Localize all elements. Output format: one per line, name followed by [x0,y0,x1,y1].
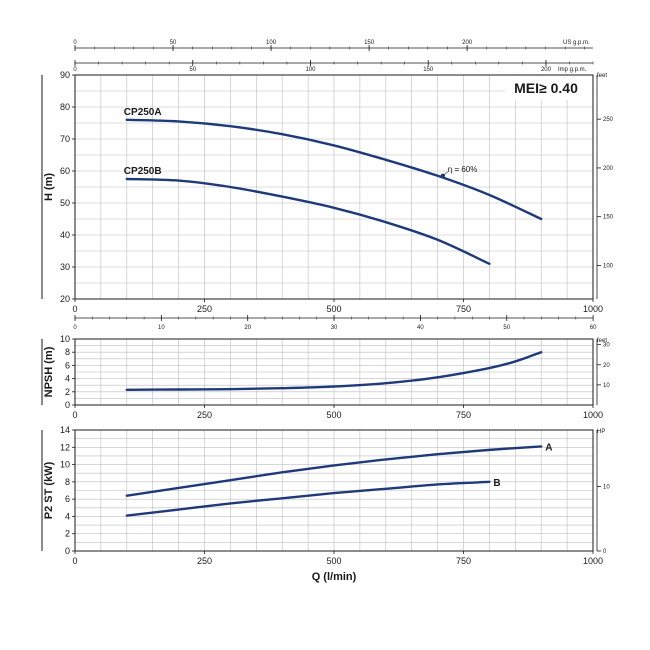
top-tick-label: 0 [73,325,77,331]
y-axis-label: NPSH (m) [43,346,55,397]
y-tick-label: 6 [65,494,70,504]
right-axis-unit: HP [597,429,605,435]
y-tick-label: 90 [60,70,70,80]
x-tick-label: 500 [326,304,341,314]
series-label: A [545,442,552,453]
series-line-B [125,480,491,517]
right-tick-label: 0 [603,549,607,555]
x-tick-label: 1000 [583,556,603,566]
y-axis-label: P2 ST (kW) [43,461,55,519]
panel-power: 0 2 4 6 8 10 12 14 0 250 500 750 1000 P2 ST (kW) HP 0 10… [41,425,610,583]
x-tick-label: 0 [72,556,77,566]
series-label: CP250A [124,107,162,118]
right-tick-label: 30 [603,343,610,349]
x-tick-label: 0 [72,410,77,420]
top-tick-label: 50 [189,67,196,73]
top-tick-label: 0 [73,40,77,46]
y-tick-label: 2 [65,529,70,539]
y-tick-label: 14 [60,425,70,435]
x-tick-label: 500 [326,556,341,566]
right-tick-label: 200 [603,166,614,172]
x-tick-label: 1000 [583,410,603,420]
y-tick-label: 4 [65,511,70,521]
top-tick-label: 200 [462,40,473,46]
efficiency-annotation: η = 60% [448,165,478,174]
y-tick-label: 4 [65,374,70,384]
y-tick-label: 40 [60,230,70,240]
x-tick-label: 750 [456,304,471,314]
y-tick-label: 70 [60,134,70,144]
top-tick-label: 50 [503,325,510,331]
top-tick-label: 60 [590,325,597,331]
top-tick-label: 10 [158,325,165,331]
y-tick-label: 10 [60,334,70,344]
top-tick-label: 150 [364,40,375,46]
right-axis-unit: feet [597,338,607,344]
top-tick-label: 50 [170,40,177,46]
y-tick-label: 6 [65,360,70,370]
top-axis-unit: US g.p.m. [563,40,590,46]
y-tick-label: 10 [60,460,70,470]
y-tick-label: 8 [65,477,70,487]
y-tick-label: 60 [60,166,70,176]
y-tick-label: 0 [65,546,70,556]
series-line-A [125,445,543,497]
top-tick-label: 200 [541,67,552,73]
y-tick-label: 20 [60,294,70,304]
right-tick-label: 20 [603,363,610,369]
right-tick-label: 10 [603,485,610,491]
y-tick-label: 50 [60,198,70,208]
series-label: B [493,478,500,489]
mei-badge: MEI≥ 0.40 [514,80,578,96]
top-tick-label: 20 [244,325,251,331]
top-tick-label: 0 [73,67,77,73]
right-tick-label: 100 [603,263,614,269]
series-line-CP250B [125,177,491,265]
series-line-CP250A [125,118,543,221]
mei-badge-bg [505,76,592,100]
top-tick-label: 100 [266,40,277,46]
y-tick-label: 8 [65,347,70,357]
top-tick-label: 100 [305,67,316,73]
right-tick-label: 250 [603,117,614,123]
x-tick-label: 250 [197,410,212,420]
right-tick-label: 150 [603,215,614,221]
top-tick-label: 30 [331,325,338,331]
series-label: CP250B [124,166,162,177]
x-tick-label: 500 [326,410,341,420]
x-tick-label: 1000 [583,304,603,314]
y-tick-label: 80 [60,102,70,112]
top-axis-unit: Imp g.p.m. [558,67,587,73]
x-tick-label: 250 [197,556,212,566]
y-tick-label: 0 [65,400,70,410]
y-axis-label: H (m) [43,173,55,201]
x-tick-label: 0 [72,304,77,314]
x-tick-label: 250 [197,304,212,314]
top-tick-label: 40 [417,325,424,331]
annotation-leader [442,171,448,177]
x-axis-title: Q (l/min) [312,571,357,583]
top-tick-label: 150 [423,67,434,73]
right-tick-label: 10 [603,383,610,389]
y-tick-label: 30 [60,262,70,272]
series-line-npsh [125,351,543,392]
y-tick-label: 2 [65,387,70,397]
y-tick-label: 12 [60,442,70,452]
x-tick-label: 750 [456,410,471,420]
x-tick-label: 750 [456,556,471,566]
right-axis-unit: feet [597,73,607,79]
